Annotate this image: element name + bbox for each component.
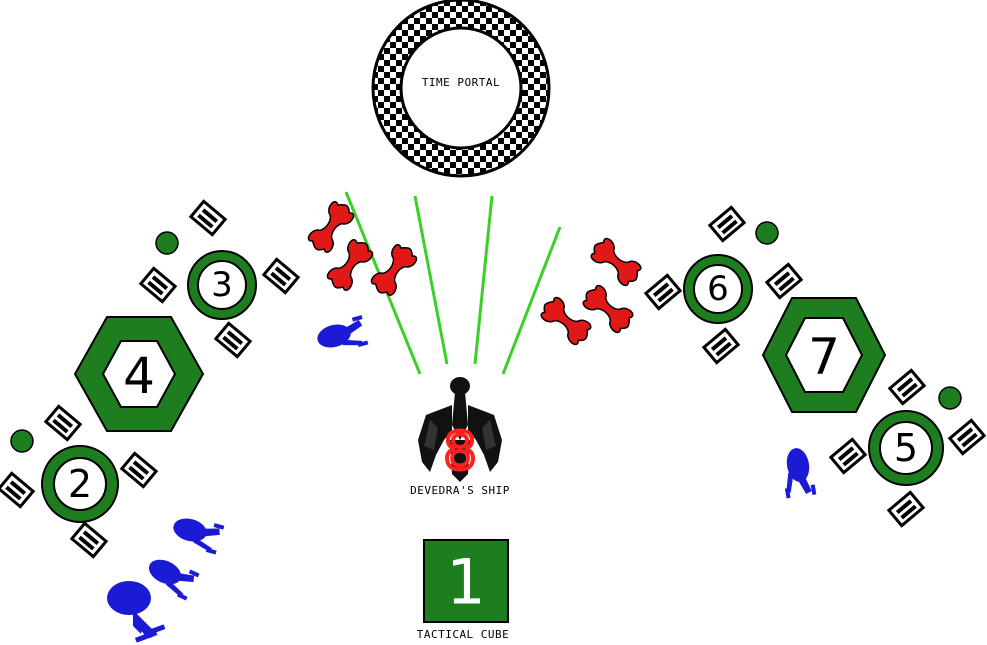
station-5: 5 [868,410,944,486]
red-dumbbell-fighter-icon [586,234,646,290]
beam-4 [501,226,562,375]
beam-3 [473,195,494,365]
green-dot-icon [155,231,179,255]
striped-hatch-icon [764,262,804,300]
station-6-number: 6 [707,269,729,309]
striped-hatch-icon [188,199,228,237]
station-6: 6 [683,254,753,324]
ship-8-number: 8 [443,422,476,482]
striped-hatch-icon [261,257,301,295]
devedra-ship-label: DEVEDRA'S SHIP [410,484,510,497]
striped-hatch-icon [643,273,683,311]
striped-hatch-icon [43,404,83,442]
striped-hatch-icon [707,205,747,243]
blue-starship-icon [314,315,370,357]
striped-hatch-icon [886,490,926,528]
striped-hatch-icon [947,418,987,456]
devedra-warship-icon [418,374,502,482]
tactical-cube-label: TACTICAL CUBE [417,628,510,641]
station-3-number: 3 [211,265,233,305]
striped-hatch-icon [119,451,159,489]
station-3: 3 [187,250,257,320]
green-dot-icon [10,429,34,453]
green-dot-icon [755,221,779,245]
beam-2 [413,195,449,365]
striped-hatch-icon [701,327,741,365]
devedra-ship: 8 DEVEDRA'S SHIP [410,374,510,497]
striped-hatch-icon [0,471,36,509]
green-dot-icon [938,386,962,410]
striped-hatch-icon [138,266,178,304]
cube-1-number: 1 [446,546,485,619]
blue-starship-icon [142,553,200,601]
time-portal: TIME PORTAL [371,0,551,178]
station-7: 7 [761,297,887,413]
station-5-number: 5 [894,426,918,470]
station-2: 2 [41,445,119,523]
blue-starship-icon [107,581,166,643]
time-portal-label: TIME PORTAL [422,76,500,89]
tactical-cube: 1 TACTICAL CUBE [417,539,510,641]
red-dumbbell-fighter-icon [367,240,421,300]
station-4: 4 [73,316,205,432]
station-2-number: 2 [68,462,92,506]
striped-hatch-icon [828,437,868,475]
station-4-number: 4 [123,347,155,405]
striped-hatch-icon [69,521,109,559]
striped-hatch-icon [213,321,253,359]
station-7-number: 7 [808,328,840,386]
blue-starship-icon [169,513,225,555]
blue-starship-icon [778,446,817,500]
striped-hatch-icon [887,368,927,406]
